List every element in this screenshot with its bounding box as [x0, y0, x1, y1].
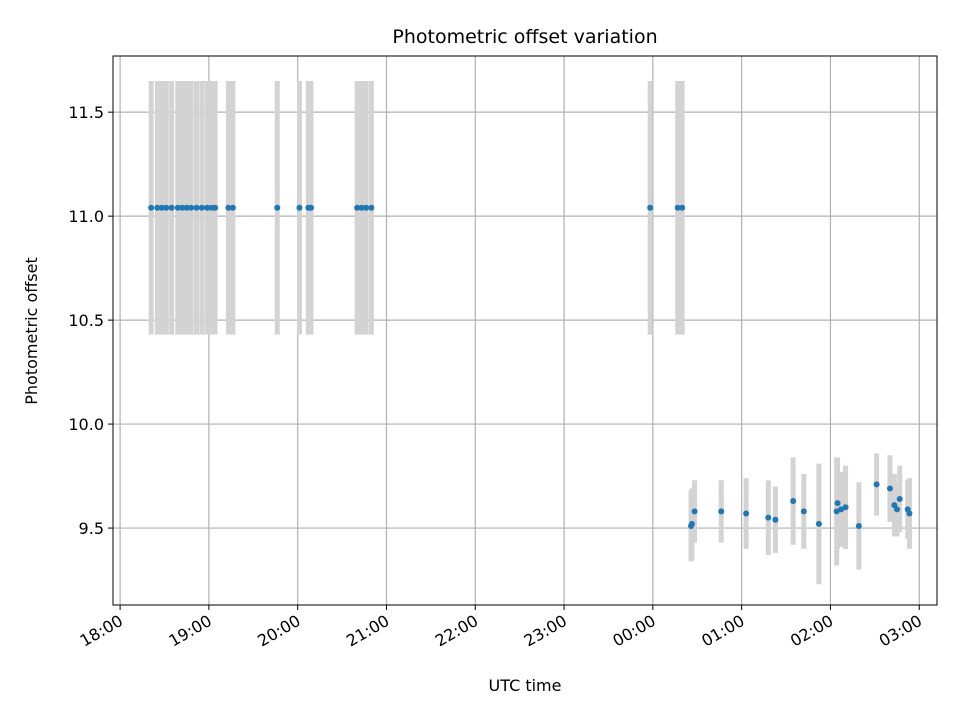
data-point	[225, 204, 232, 211]
y-tick-label: 11.5	[68, 103, 104, 122]
data-points	[148, 204, 913, 529]
data-point	[772, 516, 779, 523]
y-tick-label: 10.0	[68, 415, 104, 434]
data-point	[354, 204, 361, 211]
data-point	[765, 514, 772, 521]
y-axis-label: Photometric offset	[22, 257, 41, 405]
data-point	[718, 508, 725, 515]
plot-frame	[112, 55, 938, 606]
data-point	[815, 520, 822, 527]
data-point	[158, 204, 165, 211]
data-point	[855, 522, 862, 529]
y-tick-label: 11.0	[68, 207, 104, 226]
y-tick-label: 9.5	[79, 519, 104, 538]
data-point	[674, 204, 681, 211]
data-point	[296, 204, 303, 211]
data-point	[834, 500, 841, 507]
data-point	[168, 204, 175, 211]
x-axis-label: UTC time	[489, 676, 562, 695]
data-point	[368, 204, 375, 211]
data-point	[229, 204, 236, 211]
y-axis-ticks: 9.5 10.0 10.5 11.0 11.5	[68, 103, 113, 538]
data-point	[212, 204, 219, 211]
data-point	[896, 495, 903, 502]
data-point	[800, 508, 807, 515]
data-point	[174, 204, 181, 211]
y-tick-label: 10.5	[68, 311, 104, 330]
data-point	[198, 204, 205, 211]
data-point	[790, 498, 797, 505]
data-point	[363, 204, 370, 211]
chart-title: Photometric offset variation	[392, 26, 657, 48]
data-point	[691, 508, 698, 515]
grid	[113, 56, 937, 605]
data-point	[647, 204, 654, 211]
data-point	[163, 204, 170, 211]
data-point	[188, 204, 195, 211]
data-point	[148, 204, 155, 211]
data-point	[743, 510, 750, 517]
data-point	[842, 504, 849, 511]
data-point	[894, 506, 901, 513]
data-point	[274, 204, 281, 211]
data-point	[154, 204, 161, 211]
data-point	[193, 204, 200, 211]
data-point	[204, 204, 211, 211]
data-point	[308, 204, 315, 211]
data-point	[688, 520, 695, 527]
data-point	[873, 481, 880, 488]
data-point	[179, 204, 186, 211]
data-point	[886, 485, 893, 492]
data-point	[679, 204, 686, 211]
data-point	[906, 510, 913, 517]
data-point	[358, 204, 365, 211]
data-point	[183, 204, 190, 211]
